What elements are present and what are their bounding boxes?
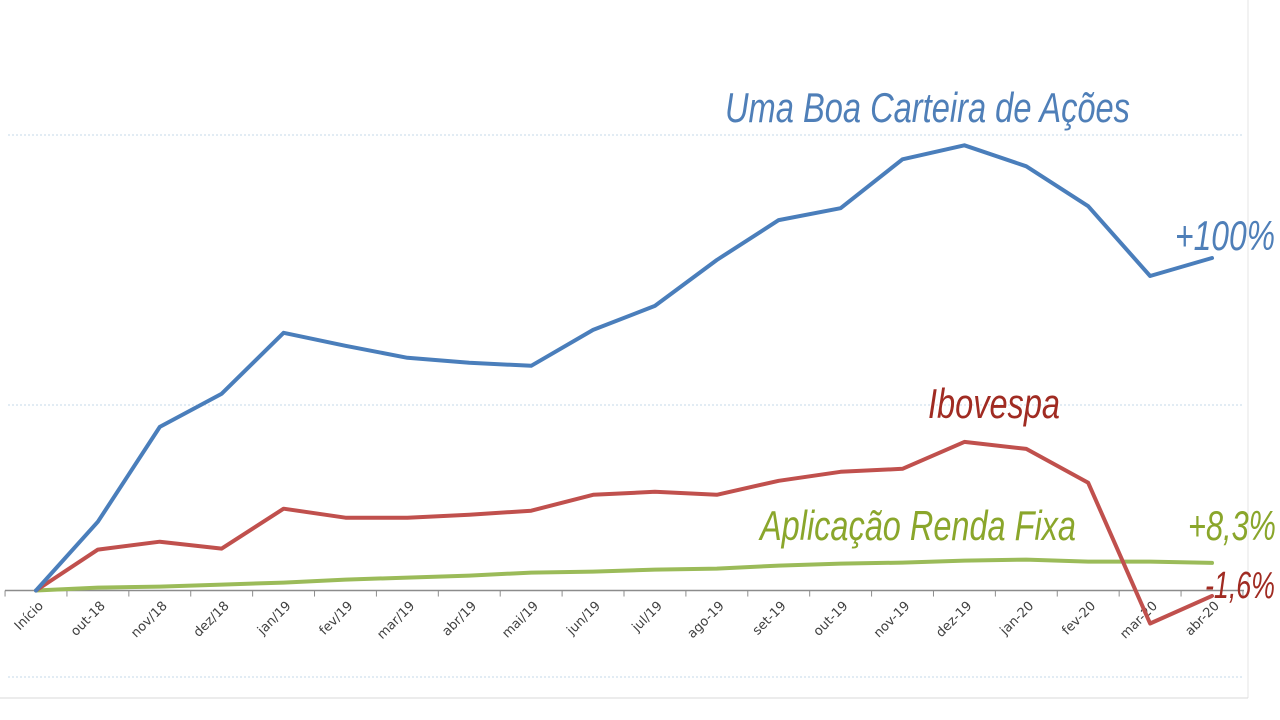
x-tick-label: dez-19 [933,599,975,641]
x-tick-label: out-18 [68,599,109,640]
x-tick-label: fev-20 [1059,599,1099,639]
series-label-ibovespa: Ibovespa [928,380,1060,427]
x-tick-label: ago-19 [685,599,728,642]
x-tick-label: nov/18 [128,599,170,641]
x-tick-label: dez/18 [191,599,233,641]
x-tick-label: mar/19 [374,599,418,643]
x-tick-label: jul/19 [629,599,666,636]
x-tick-label: set-19 [750,599,790,639]
x-tick-label: jun/19 [564,599,604,639]
series-label-renda-fixa: Aplicação Renda Fixa [758,502,1076,549]
x-tick-label: nov-19 [871,599,913,641]
x-tick-label: jan-20 [997,599,1037,639]
series-line-0 [34,143,1214,593]
series-label-carteira: Uma Boa Carteira de Ações [725,84,1130,131]
x-tick-label: Início [12,599,47,634]
end-label-ibovespa: -1,6% [1205,565,1275,607]
x-tick-label: jan/19 [254,599,294,639]
x-tick-label: abr/19 [439,599,480,640]
series-line-2 [34,557,1214,593]
end-label-carteira: +100% [1175,212,1275,259]
series-line-1 [34,439,1214,626]
x-tick-label: mai/19 [499,599,542,642]
x-tick-label: out-19 [811,599,852,640]
x-tick-label: fev/19 [317,599,357,639]
end-label-renda-fixa: +8,3% [1188,502,1276,549]
